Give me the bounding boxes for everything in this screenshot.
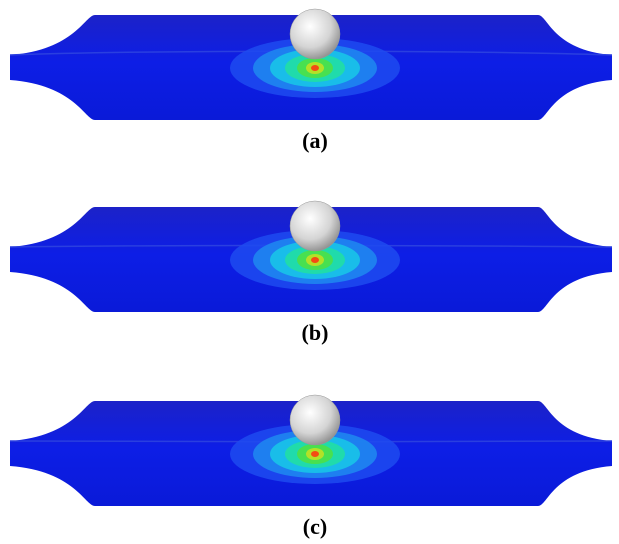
figure: (a) (b) (c)	[0, 0, 619, 544]
panel-label: (b)	[302, 320, 329, 345]
stress-contour	[311, 451, 319, 457]
stress-contour	[311, 257, 319, 263]
panel: (c)	[10, 395, 612, 539]
indenter-ball	[290, 9, 340, 59]
panel-label: (a)	[302, 128, 328, 153]
indenter-ball	[290, 395, 340, 445]
panel-label: (c)	[303, 514, 327, 539]
panel: (a)	[10, 9, 612, 153]
panel: (b)	[10, 201, 612, 345]
stress-contour	[311, 65, 319, 71]
indenter-ball	[290, 201, 340, 251]
